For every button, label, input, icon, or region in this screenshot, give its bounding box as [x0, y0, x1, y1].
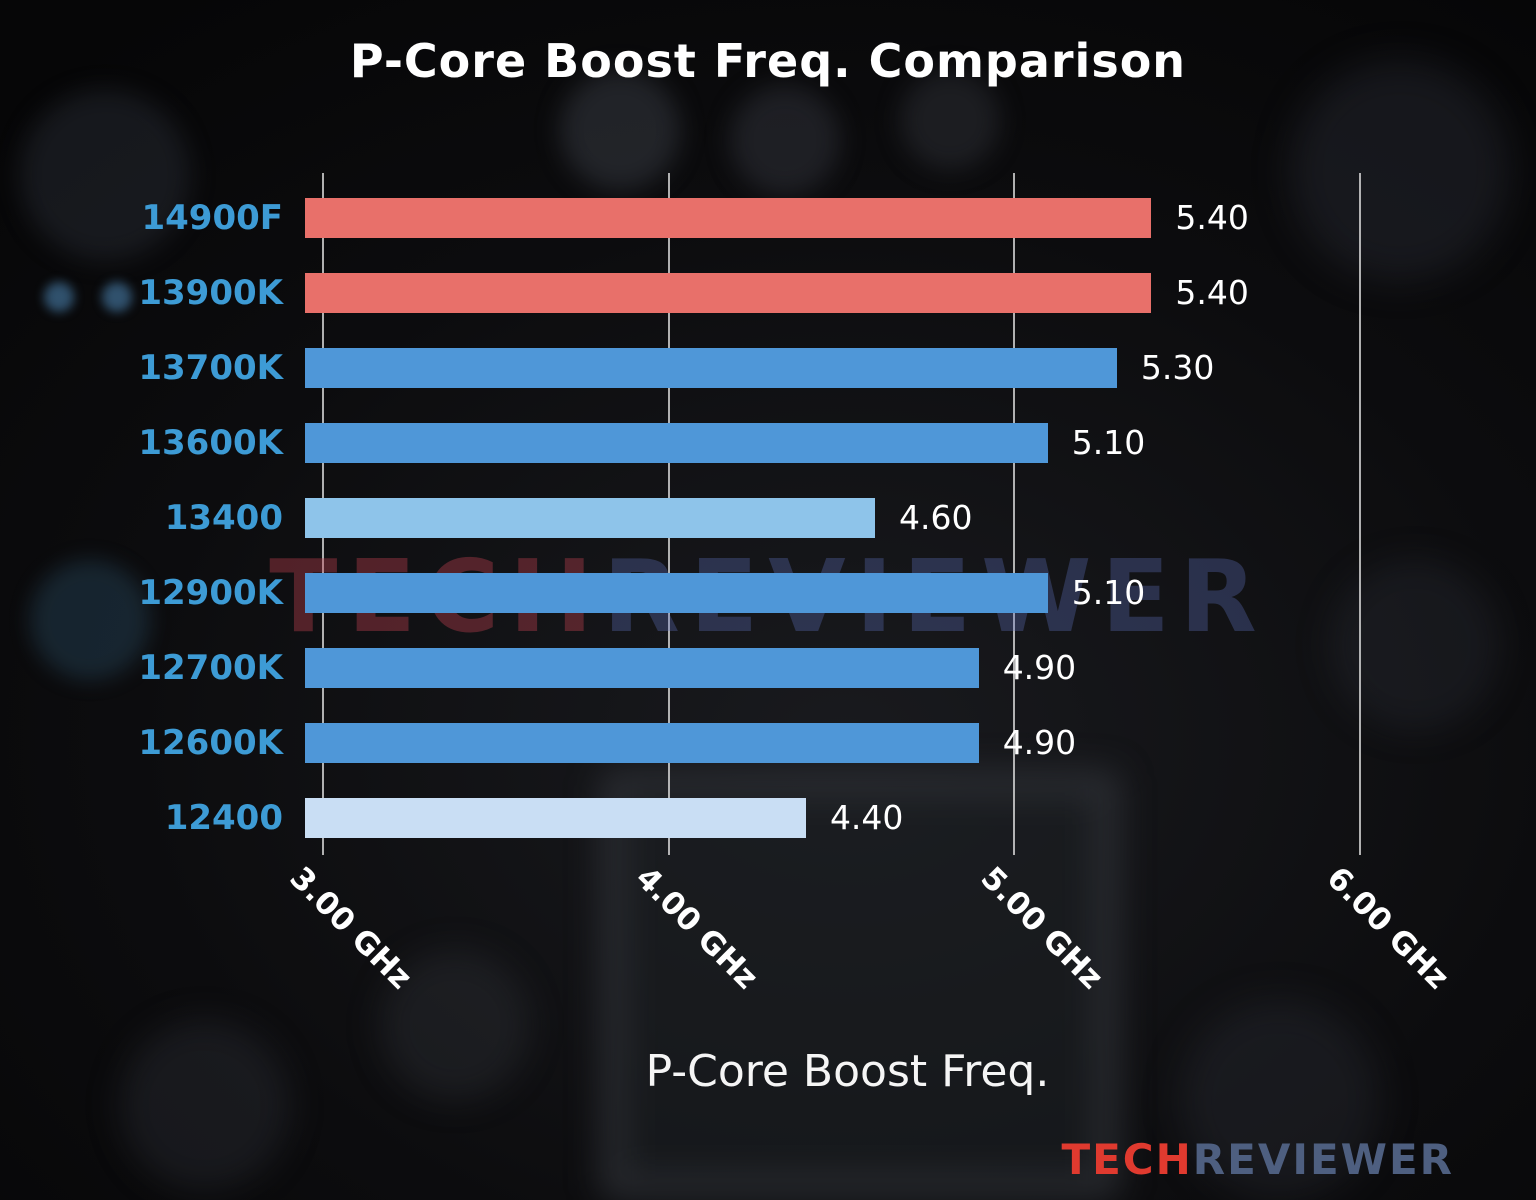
bar-track: 4.60 [305, 480, 1490, 555]
y-axis-label: 14900F [141, 197, 283, 238]
bar-rows: 14900F 5.40 13900K 5.40 13700K 5.30 13600K 5.10… [0, 180, 1490, 855]
bg-blur-shape [560, 70, 680, 190]
bar-value-label: 5.10 [1071, 573, 1146, 612]
gridline [1358, 173, 1361, 855]
bar [305, 572, 1048, 613]
y-axis-label: 12900K [138, 572, 283, 613]
bar-track: 4.40 [305, 780, 1490, 855]
logo-tech: TECH [1061, 1135, 1193, 1184]
bar-value-label: 4.60 [899, 498, 973, 537]
y-axis-label: 12600K [138, 722, 283, 763]
y-axis-label: 12400 [164, 797, 283, 838]
bar-track: 5.30 [305, 330, 1490, 405]
bg-blur-shape [1180, 1000, 1380, 1200]
bar-row: 13900K 5.40 [0, 255, 1490, 330]
cpu-socket-shape [600, 770, 1120, 1200]
x-tick-label: 4.00 GHz [628, 860, 765, 997]
bar-row: 13400 4.60 [0, 480, 1490, 555]
bar [305, 797, 806, 838]
gridline [1013, 173, 1016, 855]
bar-row: 12400 4.40 [0, 780, 1490, 855]
bar-track: 4.90 [305, 705, 1490, 780]
bar [305, 647, 979, 688]
y-axis-label: 13600K [138, 422, 283, 463]
bg-blur-shape [120, 1020, 290, 1190]
bar-track: 5.40 [305, 180, 1490, 255]
bar [305, 347, 1117, 388]
bar-value-label: 5.40 [1175, 198, 1249, 237]
bar-value-label: 5.30 [1140, 348, 1215, 387]
bar [305, 722, 979, 763]
techreviewer-logo: TECHREVIEWER [1061, 1135, 1454, 1184]
bg-blur-shape [20, 90, 190, 260]
bar-row: 14900F 5.40 [0, 180, 1490, 255]
chart-title: P-Core Boost Freq. Comparison [349, 34, 1187, 88]
y-axis-label: 13900K [138, 272, 283, 313]
y-axis-label: 12700K [138, 647, 283, 688]
x-tick-label: 5.00 GHz [973, 860, 1111, 997]
bar-row: 12700K 4.90 [0, 630, 1490, 705]
bg-blur-shape [1290, 60, 1510, 280]
bar-value-label: 5.40 [1175, 273, 1249, 312]
bar [305, 272, 1152, 313]
x-axis-title: P-Core Boost Freq. [645, 1046, 1050, 1097]
bar-value-label: 5.10 [1071, 423, 1146, 462]
bar-row: 13700K 5.30 [0, 330, 1490, 405]
bar-value-label: 4.90 [1002, 723, 1077, 762]
bar-row: 12900K 5.10 [0, 555, 1490, 630]
bg-blur-shape [44, 282, 74, 312]
bg-blur-shape [900, 70, 1000, 170]
y-axis-label: 13700K [138, 347, 283, 388]
y-axis-label: 13400 [164, 497, 283, 538]
bg-blur-shape [30, 560, 150, 680]
bg-blur-shape [730, 85, 840, 195]
bg-blur-shape [102, 282, 132, 312]
bg-blur-shape [380, 950, 530, 1100]
bar-track: 5.10 [305, 555, 1490, 630]
bar-row: 13600K 5.10 [0, 405, 1490, 480]
bar-track: 5.10 [305, 405, 1490, 480]
bar-track: 4.90 [305, 630, 1490, 705]
logo-reviewer: REVIEWER [1192, 1135, 1454, 1184]
x-axis-ticks: 3.00 GHz 4.00 GHz 5.00 GHz 6.00 GHz [283, 860, 1490, 1040]
bar-row: 12600K 4.90 [0, 705, 1490, 780]
bar-track: 5.40 [305, 255, 1490, 330]
x-tick-label: 6.00 GHz [1319, 860, 1456, 997]
bar-value-label: 4.90 [1002, 648, 1077, 687]
bar [305, 197, 1152, 238]
bg-blur-shape [1330, 560, 1500, 730]
bar [305, 497, 876, 538]
bar [305, 422, 1048, 463]
bar-value-label: 4.40 [829, 798, 904, 837]
